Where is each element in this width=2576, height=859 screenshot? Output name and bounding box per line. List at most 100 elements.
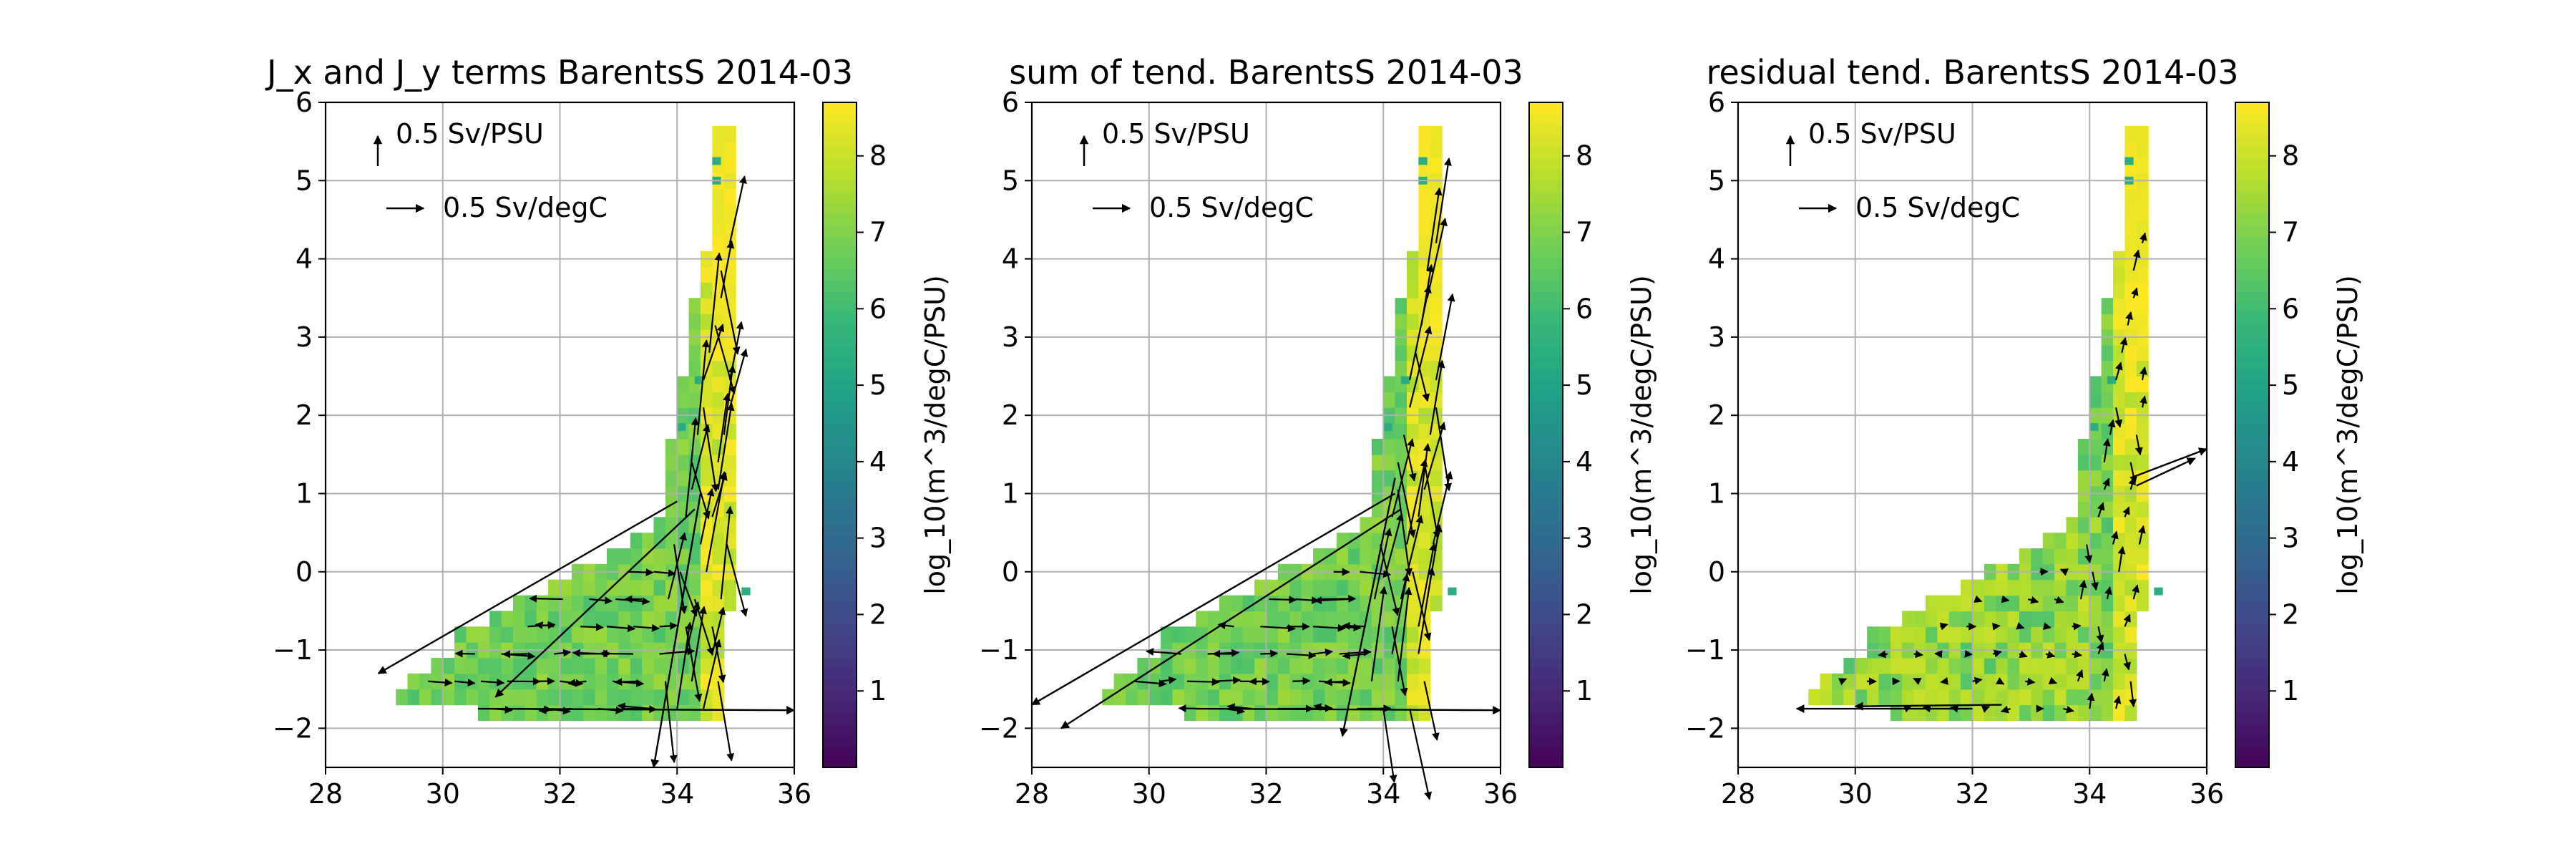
colorbar-segment — [1529, 202, 1563, 214]
colorbar-segment — [823, 523, 857, 535]
heatmap-cell — [2077, 517, 2090, 533]
colorbar-segment — [823, 224, 857, 236]
heatmap-cell — [2154, 587, 2163, 596]
heatmap-cell — [712, 392, 725, 408]
colorbar-segment — [823, 745, 857, 757]
heatmap-cell — [618, 689, 631, 706]
heatmap-cell — [688, 704, 701, 722]
quiver-arrow — [1380, 544, 1400, 616]
heatmap-cell — [607, 689, 619, 706]
heatmap-cell — [2136, 314, 2149, 330]
heatmap-cell — [1948, 673, 1961, 690]
quiver-arrow — [2129, 681, 2137, 708]
colorbar-segment — [1529, 257, 1563, 270]
heatmap-cell — [513, 611, 525, 627]
heatmap-cell — [1277, 658, 1290, 674]
heatmap-cell — [466, 673, 479, 690]
colorbar-segment — [1529, 135, 1563, 147]
heatmap-cell — [1407, 689, 1419, 706]
heatmap-cell — [1855, 658, 1868, 674]
heatmap-cell — [1948, 626, 1961, 643]
heatmap-cell — [536, 595, 549, 612]
heatmap-cell — [489, 626, 502, 643]
quiver-arrow — [717, 402, 735, 490]
heatmap-cell — [1407, 282, 1419, 299]
quiver-arrow — [1342, 651, 1366, 660]
quiver-key: 0.5 Sv/PSU 0.5 Sv/degC — [1079, 118, 1314, 223]
heatmap-cell — [2089, 517, 2102, 533]
heatmap-cell — [2136, 204, 2149, 220]
colorbar-segment — [1529, 168, 1563, 181]
heatmap-cell — [431, 658, 444, 674]
heatmap-cell — [2019, 689, 2031, 706]
quiver-arrow — [2136, 457, 2196, 487]
colorbar-segment — [2235, 457, 2269, 469]
heatmap-cell — [2077, 501, 2090, 518]
quiver-arrow — [2114, 407, 2123, 428]
quiver-arrow — [477, 706, 796, 715]
heatmap-cell — [2124, 157, 2134, 165]
chart-title: sum of tend. BarentsS 2014-03 — [1009, 53, 1523, 92]
heatmap-cell — [688, 595, 701, 612]
y-tick-label: 3 — [296, 321, 313, 353]
colorbar-segment — [2235, 712, 2269, 724]
heatmap-cell — [1254, 658, 1267, 674]
colorbar-segment — [823, 368, 857, 380]
colorbar-tick-label: 6 — [2282, 293, 2299, 324]
colorbar-segment — [823, 124, 857, 137]
quiver-arrow — [2104, 586, 2112, 600]
heatmap-cell — [1231, 658, 1244, 674]
heatmap-cell — [2089, 439, 2102, 455]
heatmap-cell — [630, 548, 643, 565]
quiver-arrow — [2114, 361, 2123, 381]
colorbar-segment — [823, 168, 857, 181]
colorbar-segment — [2235, 135, 2269, 147]
heatmap-cell — [2031, 626, 2044, 643]
heatmap-cell — [1961, 626, 1974, 643]
colorbar-segment — [1529, 379, 1563, 392]
colorbar-segment — [823, 268, 857, 281]
heatmap-cell — [712, 141, 725, 158]
y-tick-label: 5 — [1708, 165, 1725, 196]
heatmap-cell — [723, 188, 736, 205]
heatmap-cell — [419, 689, 431, 706]
heatmap-cell — [723, 314, 736, 330]
heatmap-cell — [1336, 689, 1349, 706]
colorbar-segment — [823, 556, 857, 569]
y-tick-label: −2 — [273, 712, 313, 744]
heatmap-cell — [1867, 689, 1880, 706]
heatmap-cell — [1242, 658, 1255, 674]
heatmap-cell — [1360, 533, 1372, 549]
heatmap-cell — [1383, 423, 1392, 432]
colorbar-segment — [1529, 645, 1563, 657]
heatmap-cell — [2101, 392, 2114, 408]
colorbar-segment — [2235, 689, 2269, 702]
heatmap-cell — [2124, 298, 2137, 314]
heatmap-cell — [712, 219, 725, 236]
heatmap-cell — [2113, 611, 2125, 627]
heatmap-cell — [642, 658, 655, 674]
heatmap-cell — [723, 470, 736, 487]
colorbar-segment — [823, 402, 857, 414]
heatmap-cell — [1902, 611, 1915, 627]
colorbar-segment — [2235, 556, 2269, 569]
heatmap-cell — [1972, 704, 1985, 722]
heatmap-cell — [607, 611, 619, 627]
heatmap-cell — [2007, 626, 2020, 643]
heatmap-cell — [2042, 626, 2055, 643]
heatmap-cell — [1277, 595, 1290, 612]
heatmap-cell — [2124, 141, 2137, 158]
quiver-arrow — [1030, 492, 1396, 706]
colorbar-segment — [2235, 313, 2269, 325]
heatmap-cell — [2007, 595, 2020, 612]
heatmap-cell — [2042, 658, 2055, 674]
heatmap-cell — [1184, 658, 1196, 674]
heatmap-cell — [1418, 141, 1431, 158]
heatmap-cell — [2042, 704, 2055, 722]
heatmap-cell — [723, 517, 736, 533]
heatmap-cell — [477, 658, 490, 674]
colorbar-segment — [2235, 745, 2269, 757]
heatmap-cell — [1383, 454, 1396, 471]
colorbar-segment — [2235, 146, 2269, 159]
